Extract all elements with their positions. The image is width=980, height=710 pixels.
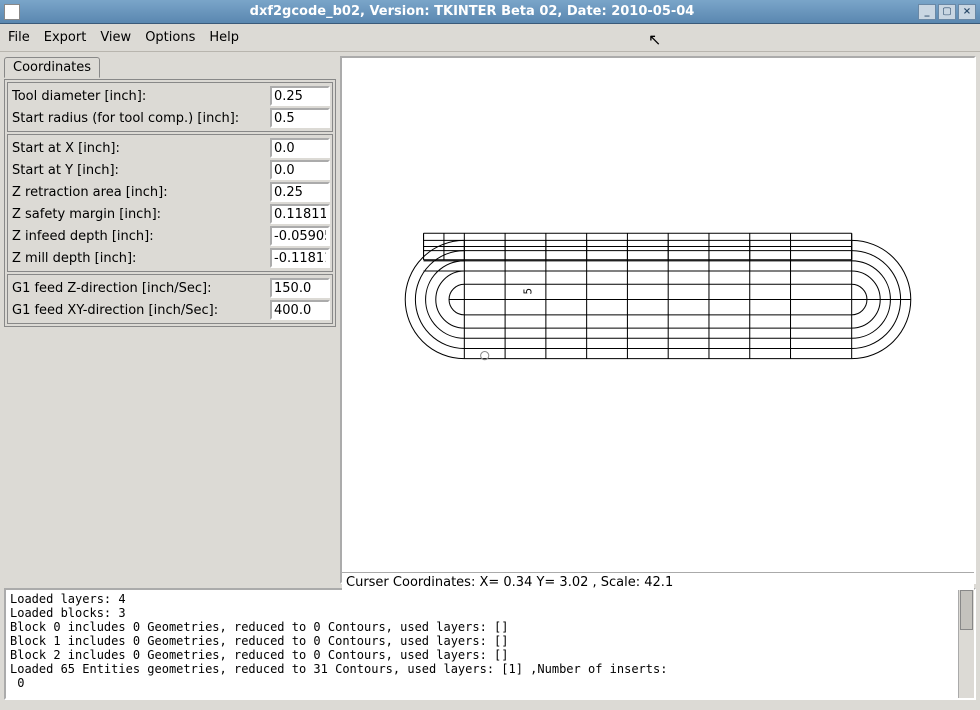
- param-input[interactable]: [270, 248, 330, 268]
- param-input[interactable]: [270, 86, 330, 106]
- scroll-thumb[interactable]: [960, 590, 973, 630]
- param-input[interactable]: [270, 160, 330, 180]
- maximize-button[interactable]: ▢: [938, 4, 956, 20]
- left-panel: Coordinates Tool diameter [inch]: Start r…: [4, 56, 336, 584]
- param-row: Z retraction area [inch]:: [10, 181, 330, 203]
- menu-options[interactable]: Options: [145, 30, 195, 45]
- param-row: Start at X [inch]:: [10, 137, 330, 159]
- content-area: Coordinates Tool diameter [inch]: Start r…: [0, 52, 980, 588]
- param-row: Z mill depth [inch]:: [10, 247, 330, 269]
- param-input[interactable]: [270, 108, 330, 128]
- param-row: Z infeed depth [inch]:: [10, 225, 330, 247]
- param-label: Z safety margin [inch]:: [10, 207, 270, 222]
- app-icon: [4, 4, 20, 20]
- param-group-1: Tool diameter [inch]: Start radius (for t…: [7, 82, 333, 132]
- param-row: Start radius (for tool comp.) [inch]:: [10, 107, 330, 129]
- param-input[interactable]: [270, 204, 330, 224]
- menubar: File Export View Options Help: [0, 24, 980, 52]
- param-label: Z retraction area [inch]:: [10, 185, 270, 200]
- close-button[interactable]: ×: [958, 4, 976, 20]
- titlebar: dxf2gcode_b02, Version: TKINTER Beta 02,…: [0, 0, 980, 24]
- param-input[interactable]: [270, 138, 330, 158]
- drawing-svg: 5: [342, 58, 974, 572]
- drawing-canvas[interactable]: 5: [342, 58, 974, 572]
- cursor-status: Curser Coordinates: X= 0.34 Y= 3.02 , Sc…: [342, 572, 974, 592]
- panel-title: Coordinates: [4, 57, 100, 78]
- param-label: Tool diameter [inch]:: [10, 89, 270, 104]
- menu-file[interactable]: File: [8, 30, 30, 45]
- param-label: Start at Y [inch]:: [10, 163, 270, 178]
- param-row: Z safety margin [inch]:: [10, 203, 330, 225]
- param-row: G1 feed XY-direction [inch/Sec]:: [10, 299, 330, 321]
- param-group-2: Start at X [inch]: Start at Y [inch]: Z re…: [7, 134, 333, 272]
- menu-view[interactable]: View: [100, 30, 131, 45]
- param-label: Start at X [inch]:: [10, 141, 270, 156]
- window-controls: _ ▢ ×: [918, 4, 976, 20]
- param-row: Tool diameter [inch]:: [10, 85, 330, 107]
- param-label: G1 feed XY-direction [inch/Sec]:: [10, 303, 270, 318]
- param-label: Start radius (for tool comp.) [inch]:: [10, 111, 270, 126]
- menu-help[interactable]: Help: [209, 30, 239, 45]
- param-label: Z infeed depth [inch]:: [10, 229, 270, 244]
- param-row: Start at Y [inch]:: [10, 159, 330, 181]
- menu-export[interactable]: Export: [44, 30, 87, 45]
- param-label: Z mill depth [inch]:: [10, 251, 270, 266]
- minimize-button[interactable]: _: [918, 4, 936, 20]
- log-text: Loaded layers: 4 Loaded blocks: 3 Block …: [6, 590, 958, 698]
- param-input[interactable]: [270, 226, 330, 246]
- param-row: G1 feed Z-direction [inch/Sec]:: [10, 277, 330, 299]
- param-input[interactable]: [270, 278, 330, 298]
- param-input[interactable]: [270, 300, 330, 320]
- param-group-container: Tool diameter [inch]: Start radius (for t…: [4, 79, 336, 327]
- canvas-area: 5 Curser Coordinates: X= 0.34 Y= 3.02 , …: [340, 56, 976, 584]
- log-scrollbar[interactable]: [958, 590, 974, 698]
- param-group-3: G1 feed Z-direction [inch/Sec]: G1 feed X…: [7, 274, 333, 324]
- svg-text:5: 5: [524, 288, 535, 294]
- window-title: dxf2gcode_b02, Version: TKINTER Beta 02,…: [26, 4, 918, 19]
- param-input[interactable]: [270, 182, 330, 202]
- param-label: G1 feed Z-direction [inch/Sec]:: [10, 281, 270, 296]
- log-area: Loaded layers: 4 Loaded blocks: 3 Block …: [4, 588, 976, 700]
